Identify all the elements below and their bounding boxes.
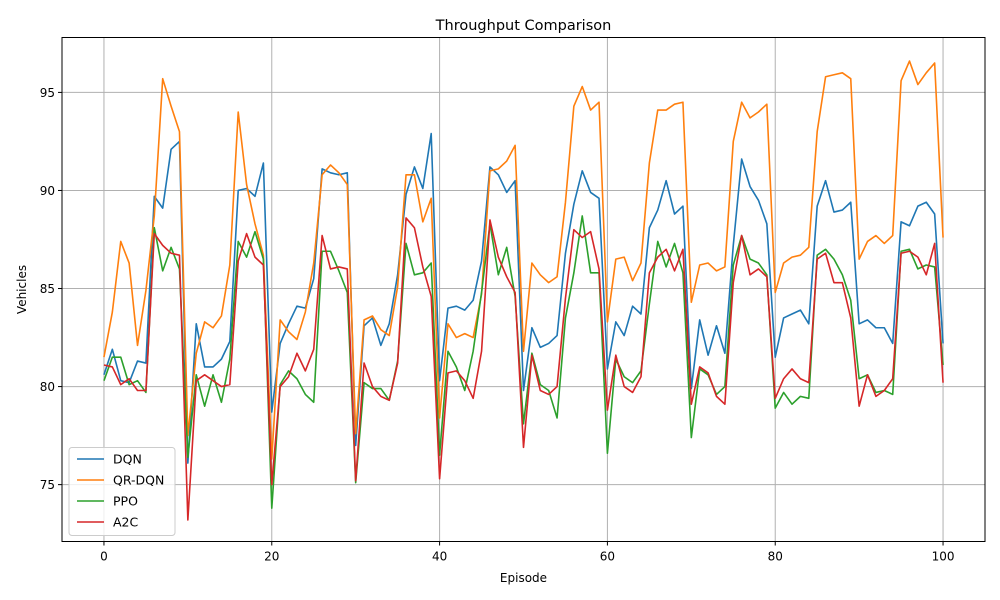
x-tick-label: 0 xyxy=(100,550,108,564)
x-tick-label: 60 xyxy=(600,550,615,564)
legend-box xyxy=(68,447,176,536)
x-tick-label: 100 xyxy=(932,550,955,564)
chart-title: Throughput Comparison xyxy=(435,18,612,34)
legend-label-a2c: A2C xyxy=(113,515,139,530)
series-line-qr-dqn xyxy=(103,60,944,460)
legend: DQN QR-DQN PPO A2C xyxy=(68,447,176,536)
legend-label-ppo: PPO xyxy=(113,494,138,509)
series-line-ppo xyxy=(103,215,944,509)
series-line-a2c xyxy=(103,217,944,521)
x-axis-label: Episode xyxy=(500,571,547,585)
legend-label-qr-dqn: QR-DQN xyxy=(113,473,164,488)
y-tick-label: 85 xyxy=(40,282,55,296)
axis-ticks: 0 20 40 60 80 100 75 80 85 90 95 xyxy=(40,86,955,564)
legend-label-dqn: DQN xyxy=(113,452,142,467)
plot-area-frame xyxy=(61,37,986,542)
x-tick-label: 40 xyxy=(432,550,447,564)
series-lines xyxy=(103,60,944,521)
y-axis-label: Vehicles xyxy=(15,265,29,314)
y-tick-label: 95 xyxy=(40,86,55,100)
y-tick-label: 75 xyxy=(40,478,55,492)
y-tick-label: 80 xyxy=(40,380,55,394)
x-tick-label: 80 xyxy=(768,550,783,564)
series-line-dqn xyxy=(103,132,944,464)
y-tick-label: 90 xyxy=(40,184,55,198)
x-tick-label: 20 xyxy=(264,550,279,564)
